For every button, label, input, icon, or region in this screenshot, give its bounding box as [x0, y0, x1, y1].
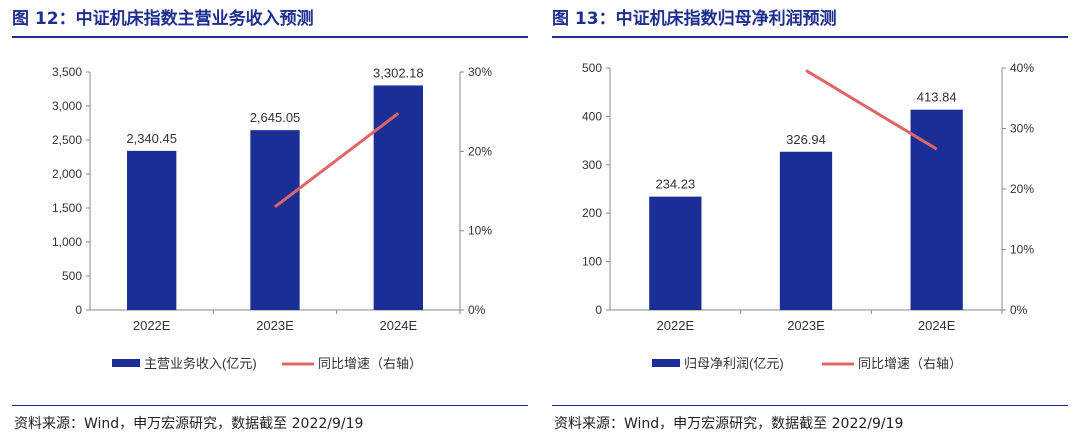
legend-line-label: 同比增速（右轴）: [318, 356, 422, 371]
bar-value-label: 2,645.05: [250, 110, 301, 125]
left-tick-label: 300: [582, 158, 602, 172]
left-tick-label: 500: [62, 269, 82, 283]
left-tick-label: 200: [582, 206, 602, 220]
source-divider: [552, 405, 1068, 406]
source-note: 资料来源：Wind，申万宏源研究，数据截至 2022/9/19: [554, 416, 904, 432]
growth-rate-line: [274, 112, 400, 209]
right-tick-label: 30%: [468, 65, 492, 79]
x-tick-label: 2023E: [787, 318, 825, 333]
x-tick-label: 2022E: [657, 318, 695, 333]
left-tick-label: 2,500: [52, 133, 82, 147]
bar-value-label: 234.23: [655, 177, 695, 192]
title-divider: [12, 36, 528, 38]
chart-panel-net-profit: 图 13：中证机床指数归母净利润预测 0 100 200 300 400 500 0% 10%…: [552, 0, 1068, 442]
legend-line-label: 同比增速（右轴）: [858, 356, 962, 371]
legend-bar-swatch: [652, 359, 680, 367]
right-tick-label: 20%: [1010, 182, 1034, 196]
bar-value-label: 2,340.45: [126, 131, 177, 146]
source-note: 资料来源：Wind，申万宏源研究，数据截至 2022/9/19: [14, 416, 364, 432]
legend-bar-swatch: [112, 359, 140, 367]
left-tick-label: 0: [75, 303, 82, 317]
bar: [779, 151, 833, 310]
bar: [910, 109, 963, 310]
chart-panel-revenue: 图 12：中证机床指数主营业务收入预测 0 500 1,000 1,500 2,000 2…: [12, 0, 528, 442]
left-tick-label: 3,000: [52, 99, 82, 113]
title-divider: [552, 36, 1068, 38]
net-profit-chart: 0 100 200 300 400 500 0% 10% 20% 30% 40% 2022E 2023E…: [582, 61, 1034, 371]
x-tick-label: 2024E: [918, 318, 956, 333]
figure-title: 图 12：中证机床指数主营业务收入预测: [12, 9, 314, 29]
left-tick-label: 400: [582, 109, 602, 123]
left-tick-label: 3,500: [52, 65, 82, 79]
x-tick-label: 2023E: [256, 318, 294, 333]
right-tick-label: 10%: [1010, 243, 1034, 257]
left-tick-label: 0: [595, 303, 602, 317]
left-tick-label: 100: [582, 255, 602, 269]
bar-value-label: 413.84: [917, 90, 957, 105]
right-tick-label: 10%: [468, 224, 492, 238]
x-tick-label: 2022E: [133, 318, 171, 333]
right-tick-label: 0%: [1010, 303, 1028, 317]
x-tick-label: 2024E: [380, 318, 418, 333]
right-tick-label: 20%: [468, 144, 492, 158]
bar: [373, 85, 423, 311]
bar-value-label: 3,302.18: [373, 65, 424, 80]
source-divider: [12, 405, 528, 406]
right-tick-label: 40%: [1010, 61, 1034, 75]
left-tick-label: 1,500: [52, 201, 82, 215]
legend-bar-label: 主营业务收入(亿元): [144, 356, 257, 371]
left-tick-label: 1,000: [52, 235, 82, 249]
bar-value-label: 326.94: [786, 132, 826, 147]
right-tick-label: 30%: [1010, 122, 1034, 136]
bar: [127, 150, 177, 310]
legend-bar-label: 归母净利润(亿元): [684, 356, 784, 371]
figure-title: 图 13：中证机床指数归母净利润预测: [552, 9, 837, 29]
left-tick-label: 2,000: [52, 167, 82, 181]
bar: [649, 196, 702, 310]
left-tick-label: 500: [582, 61, 602, 75]
bar: [250, 130, 300, 310]
growth-rate-line: [805, 69, 938, 151]
revenue-chart: 0 500 1,000 1,500 2,000 2,500 3,000 3,500 0% 10% 2…: [52, 65, 492, 371]
right-tick-label: 0%: [468, 303, 486, 317]
